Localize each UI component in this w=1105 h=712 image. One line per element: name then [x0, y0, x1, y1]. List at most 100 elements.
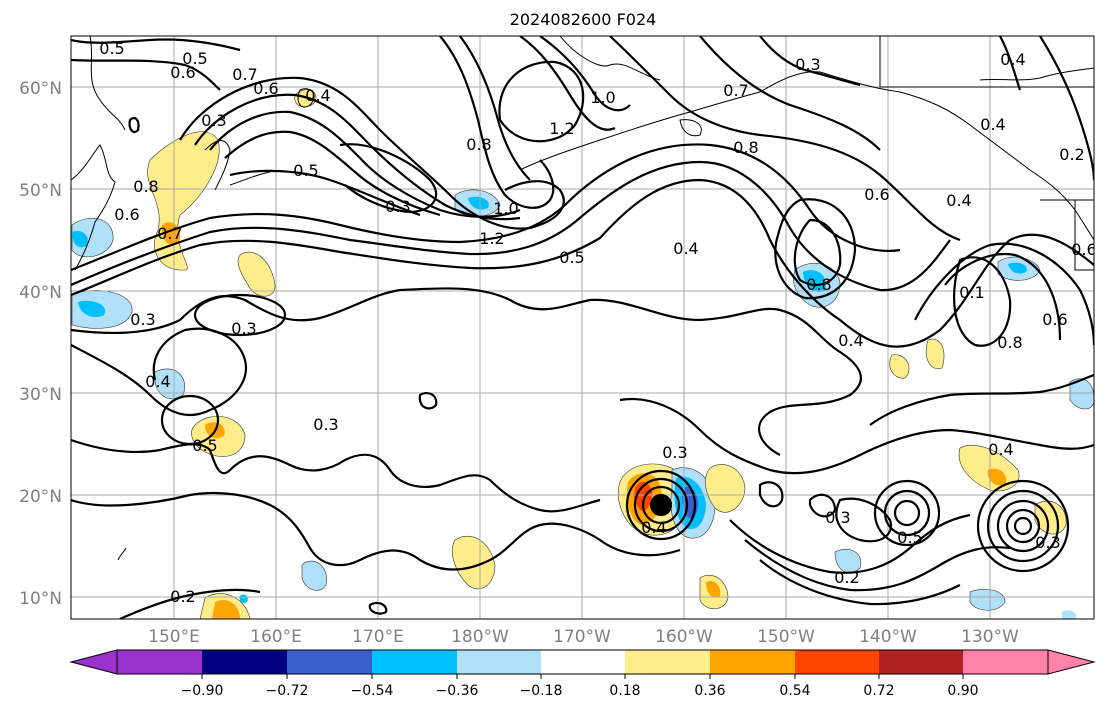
negative-anomaly-patch: [71, 217, 114, 258]
cyclone-ring: [873, 479, 941, 547]
positive-anomaly-core: [633, 481, 652, 511]
contour-label: 0.8: [997, 333, 1022, 352]
contour-label: 0.6: [864, 185, 889, 204]
negative-anomaly-patch: [969, 589, 1006, 611]
colorbar-tick-label: 0.36: [694, 683, 725, 699]
contour-label: 0.3: [201, 111, 226, 130]
contour-label: 0.4: [988, 440, 1013, 459]
contour-label: 0.3: [130, 310, 155, 329]
contour-line: [339, 143, 438, 214]
contour-line: [194, 93, 521, 221]
island-coastline: [679, 119, 702, 137]
positive-anomaly-core: [706, 580, 721, 598]
contour-label: 0.4: [838, 331, 863, 350]
negative-anomaly-patch: [1062, 610, 1077, 619]
contour-line: [224, 130, 441, 217]
cyclone-ring: [996, 499, 1050, 553]
positive-anomaly-patch: [237, 251, 276, 297]
contour-line: [71, 58, 221, 91]
kamchatka-coastline: [204, 140, 231, 191]
colorbar-tick-label: 0.90: [947, 683, 978, 699]
contour-label: 1.2: [549, 119, 574, 138]
figure-title: 2024082600 F024: [510, 10, 657, 29]
lon-tick-label: 170°E: [352, 627, 404, 647]
colorbar-segment: [287, 650, 372, 674]
contour-line: [619, 397, 1094, 475]
contour-line: [209, 110, 521, 218]
contour-line: [835, 497, 893, 543]
map-area: 0.5 0.5 0.6 0.6 0.7 0.4 0.3 0.5 0.3 0.8 …: [71, 36, 1094, 619]
lon-tick-label: 130°W: [961, 627, 1019, 647]
negative-anomaly-core: [78, 300, 106, 318]
contour-label: 0.5: [293, 161, 318, 180]
colorbar-segment: [879, 650, 963, 674]
map-frame: [70, 35, 1095, 620]
kamchatka-coastline: [71, 144, 116, 271]
contour-line: [944, 252, 1062, 341]
negative-anomaly-patch: [301, 560, 327, 591]
cyclone-ring: [883, 489, 931, 537]
negative-anomaly-patch: [834, 548, 862, 573]
contour-label: 1.0: [493, 199, 518, 218]
contour-label: 0.2: [170, 587, 195, 606]
contour-label: 1.0: [590, 88, 615, 107]
cyclone-ring: [986, 489, 1060, 563]
contour-label: 0.6: [170, 63, 195, 82]
cyclone-ring: [633, 477, 689, 533]
cyclone-ring: [893, 499, 921, 527]
contour-label: 0.5: [182, 49, 207, 68]
contour-label: 0.8: [806, 275, 831, 294]
longitude-tick-labels: 150°E 160°E 170°E 180°W 170°W 160°W 150°…: [148, 627, 1019, 647]
colorbar-tick-label: −0.36: [436, 683, 479, 699]
positive-anomaly-patch: [889, 354, 910, 379]
contour-line: [459, 36, 531, 181]
colorbar-tick-label: 0.18: [609, 683, 640, 699]
alaska-coastline: [979, 67, 1094, 81]
contour-line: [439, 36, 555, 209]
island-coastline: [297, 88, 315, 108]
lon-tick-label: 180°W: [451, 627, 509, 647]
border-line: [879, 36, 1094, 88]
contour-label: 0.4: [980, 115, 1005, 134]
cyclone-ring: [193, 293, 287, 337]
positive-anomaly-patch: [925, 338, 945, 370]
contour-line: [999, 36, 1022, 91]
cyclone-ring: [641, 485, 681, 525]
lat-tick-label: 60°N: [19, 79, 62, 99]
contour-line: [71, 160, 951, 292]
contour-line: [914, 242, 1094, 346]
colorbar-segment: [625, 650, 710, 674]
lat-tick-label: 40°N: [19, 283, 62, 303]
contour-line: [539, 36, 631, 112]
contour-label: 0.3: [1035, 533, 1060, 552]
lon-tick-label: 160°W: [655, 627, 713, 647]
contour-label: 0.4: [946, 191, 971, 210]
latitude-tick-labels: 60°N 50°N 40°N 30°N 20°N 10°N: [19, 79, 62, 609]
colorbar-segment: [117, 650, 202, 674]
contour-label: 0.7: [723, 81, 748, 100]
border-line: [1074, 200, 1094, 271]
cyclone-rings: [160, 293, 1070, 573]
colorbar: −0.90 −0.72 −0.54 −0.36 −0.18 0.18 0.36 …: [69, 649, 1096, 699]
colorbar-segment: [541, 650, 625, 674]
lat-tick-label: 50°N: [19, 181, 62, 201]
negative-anomaly-core: [803, 270, 826, 292]
colorbar-tick-label: −0.18: [520, 683, 563, 699]
colorbar-tick-label: −0.90: [181, 683, 224, 699]
cyclone-center-marker: [651, 494, 671, 514]
positive-anomaly-patch: [451, 535, 496, 590]
lon-tick-label: 170°W: [553, 627, 611, 647]
negative-anomaly-core: [468, 196, 489, 210]
lat-tick-label: 30°N: [19, 385, 62, 405]
aleutian-coastline: [519, 91, 761, 171]
lat-tick-label: 10°N: [19, 589, 62, 609]
lon-tick-label: 140°W: [859, 627, 917, 647]
contour-label: 0.1: [959, 283, 984, 302]
contour-line: [71, 327, 248, 417]
contour-label: 0.4: [673, 239, 698, 258]
contour-label: 0.3: [825, 508, 850, 527]
contour-label: 0.4: [641, 518, 666, 537]
contour-line: [71, 38, 241, 52]
colorbar-tick-label: −0.72: [266, 683, 309, 699]
colorbar-segment: [710, 650, 795, 674]
